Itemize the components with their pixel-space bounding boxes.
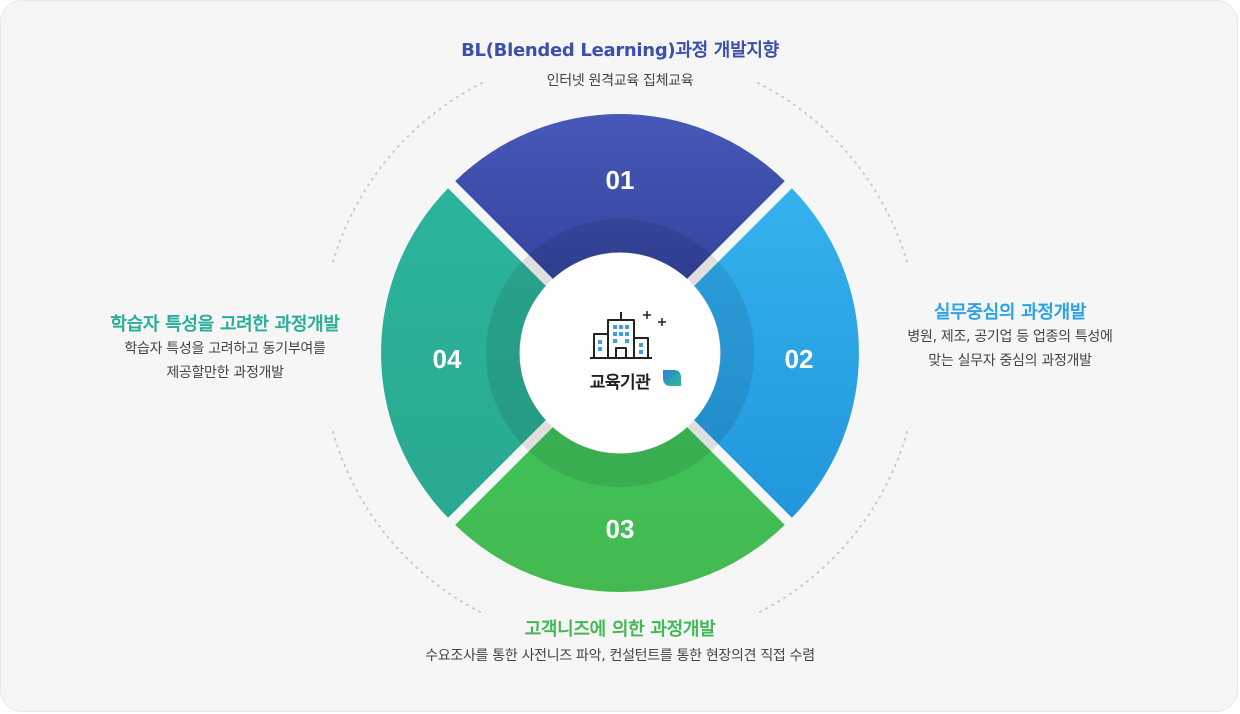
segment-number-02: 02 bbox=[785, 344, 814, 374]
segment-04 bbox=[381, 188, 547, 518]
description-line: 학습자 특성을 고려하고 동기부여를 bbox=[124, 341, 326, 357]
segment-03 bbox=[455, 426, 785, 592]
description-line: 병원, 제조, 공기업 등 업종의 특성에 bbox=[907, 329, 1113, 345]
segment-number-01: 01 bbox=[606, 165, 635, 195]
description-line: 제공할만한 과정개발 bbox=[166, 365, 284, 381]
description-line: 수요조사를 통한 사전니즈 파악, 컨설턴트를 통한 현장의견 직접 수렴 bbox=[425, 648, 815, 664]
segment-01-title: BL(Blended Learning)과정 개발지향 bbox=[461, 40, 779, 61]
description-line: 맞는 실무자 중심의 과정개발 bbox=[928, 353, 1092, 369]
decorative-dotted-arcs bbox=[332, 82, 908, 614]
center-circle bbox=[520, 253, 720, 453]
segment-03-description: 수요조사를 통한 사전니즈 파악, 컨설턴트를 통한 현장의견 직접 수렴 bbox=[320, 644, 920, 668]
leaf-logo-icon bbox=[663, 370, 681, 386]
segment-04-title: 학습자 특성을 고려한 과정개발 bbox=[110, 314, 340, 335]
segment-02-description: 병원, 제조, 공기업 등 업종의 특성에 맞는 실무자 중심의 과정개발 bbox=[855, 325, 1165, 373]
segment-01 bbox=[455, 114, 785, 280]
segment-04-description: 학습자 특성을 고려하고 동기부여를 제공할만한 과정개발 bbox=[70, 337, 380, 385]
segment-02-title: 실무중심의 과정개발 bbox=[933, 302, 1087, 323]
description-line: 인터넷 원격교육 집체교육 bbox=[546, 73, 694, 89]
segment-number-03: 03 bbox=[606, 514, 635, 544]
building-icon bbox=[590, 312, 652, 359]
segment-02 bbox=[693, 188, 859, 518]
segment-number-04: 04 bbox=[433, 344, 462, 374]
sparkle-icon bbox=[643, 311, 666, 326]
center-label: 교육기관 bbox=[589, 373, 651, 393]
segment-01-description: 인터넷 원격교육 집체교육 bbox=[320, 69, 920, 93]
segment-03-title: 고객니즈에 의한 과정개발 bbox=[524, 619, 716, 640]
